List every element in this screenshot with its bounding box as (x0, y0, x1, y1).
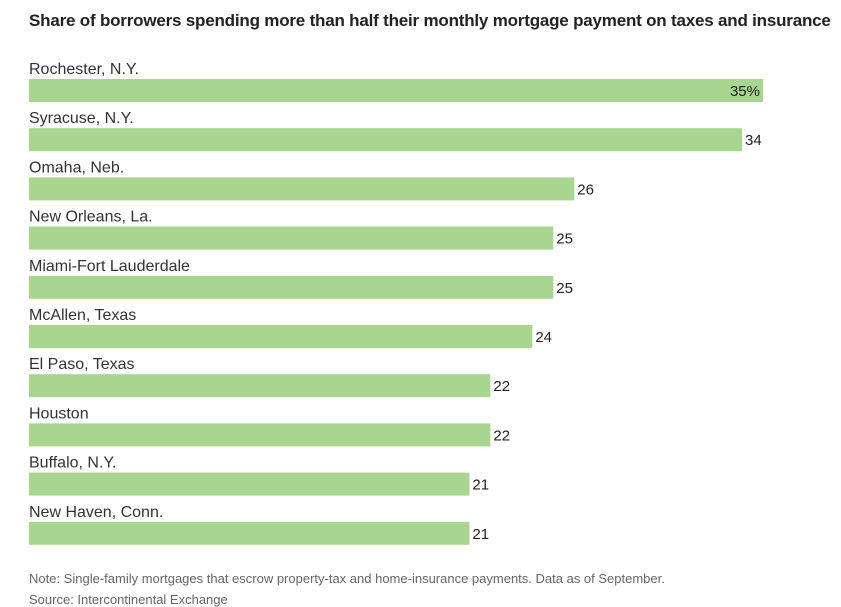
value-label: 24 (535, 329, 552, 346)
value-label: 21 (472, 526, 489, 543)
value-label: 35% (730, 83, 760, 100)
bar (29, 325, 533, 348)
value-label: 22 (493, 427, 510, 444)
category-label: Miami-Fort Lauderdale (29, 258, 190, 275)
bar (29, 177, 575, 201)
chart-title: Share of borrowers spending more than ha… (29, 11, 831, 30)
value-label: 25 (556, 231, 573, 248)
category-label: McAllen, Texas (29, 307, 136, 324)
bar (29, 79, 763, 102)
value-label: 21 (472, 477, 489, 494)
bar (29, 423, 491, 447)
bar (29, 226, 554, 250)
category-label: Syracuse, N.Y. (29, 110, 134, 127)
category-label: New Haven, Conn. (29, 504, 163, 521)
value-label: 26 (577, 181, 594, 198)
bar (29, 128, 743, 152)
bar-chart: Rochester, N.Y. 35% Syracuse, N.Y. 34 Omaha,… (29, 61, 763, 545)
category-label: New Orleans, La. (29, 209, 153, 226)
category-label: Buffalo, N.Y. (29, 455, 116, 472)
category-label: Omaha, Neb. (29, 159, 124, 176)
category-label: El Paso, Texas (29, 356, 135, 373)
category-label: Rochester, N.Y. (29, 61, 139, 78)
value-label: 34 (745, 132, 762, 149)
bar (29, 374, 491, 398)
bar (29, 275, 554, 299)
bar (29, 521, 470, 545)
value-label: 22 (493, 378, 510, 395)
value-label: 25 (556, 280, 573, 297)
category-label: Houston (29, 405, 89, 422)
chart-source: Source: Intercontinental Exchange (29, 592, 228, 607)
bar (29, 472, 470, 496)
chart-note: Note: Single-family mortgages that escro… (29, 571, 665, 586)
